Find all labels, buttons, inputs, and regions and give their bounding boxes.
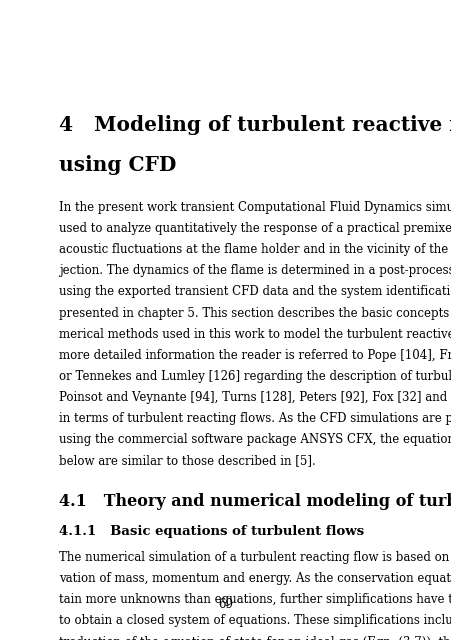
Text: The numerical simulation of a turbulent reacting flow is based on the conser-: The numerical simulation of a turbulent … [59, 551, 451, 564]
Text: jection. The dynamics of the flame is determined in a post-processing step: jection. The dynamics of the flame is de… [59, 264, 451, 277]
Text: below are similar to those described in [5].: below are similar to those described in … [59, 454, 315, 467]
Text: using CFD: using CFD [59, 155, 176, 175]
Text: merical methods used in this work to model the turbulent reactive flow. For a: merical methods used in this work to mod… [59, 328, 451, 340]
Text: troduction of the equation of state for an ideal gas (Eqn. (3.7)), the caloric c: troduction of the equation of state for … [59, 636, 451, 640]
Text: more detailed information the reader is referred to Pope [104], Friedrich [33]: more detailed information the reader is … [59, 349, 451, 362]
Text: 4   Modeling of turbulent reactive flows: 4 Modeling of turbulent reactive flows [59, 115, 451, 135]
Text: using the commercial software package ANSYS CFX, the equations presented: using the commercial software package AN… [59, 433, 451, 446]
Text: 69: 69 [218, 598, 233, 611]
Text: 4.1.1   Basic equations of turbulent flows: 4.1.1 Basic equations of turbulent flows [59, 525, 363, 538]
Text: or Tennekes and Lumley [126] regarding the description of turbulence and to: or Tennekes and Lumley [126] regarding t… [59, 370, 451, 383]
Text: tain more unknowns than equations, further simplifications have to be made: tain more unknowns than equations, furth… [59, 593, 451, 606]
Text: in terms of turbulent reacting flows. As the CFD simulations are performed: in terms of turbulent reacting flows. As… [59, 412, 451, 425]
Text: Poinsot and Veynante [94], Turns [128], Peters [92], Fox [32] and Williams [132]: Poinsot and Veynante [94], Turns [128], … [59, 391, 451, 404]
Text: vation of mass, momentum and energy. As the conservation equations con-: vation of mass, momentum and energy. As … [59, 572, 451, 585]
Text: acoustic fluctuations at the flame holder and in the vicinity of the fuel in-: acoustic fluctuations at the flame holde… [59, 243, 451, 256]
Text: In the present work transient Computational Fluid Dynamics simulations are: In the present work transient Computatio… [59, 201, 451, 214]
Text: 4.1   Theory and numerical modeling of turbulence: 4.1 Theory and numerical modeling of tur… [59, 493, 451, 511]
Text: used to analyze quantitatively the response of a practical premixed flame to: used to analyze quantitatively the respo… [59, 222, 451, 235]
Text: using the exported transient CFD data and the system identification method: using the exported transient CFD data an… [59, 285, 451, 298]
Text: to obtain a closed system of equations. These simplifications include the in-: to obtain a closed system of equations. … [59, 614, 451, 627]
Text: presented in chapter 5. This section describes the basic concepts of the nu-: presented in chapter 5. This section des… [59, 307, 451, 319]
